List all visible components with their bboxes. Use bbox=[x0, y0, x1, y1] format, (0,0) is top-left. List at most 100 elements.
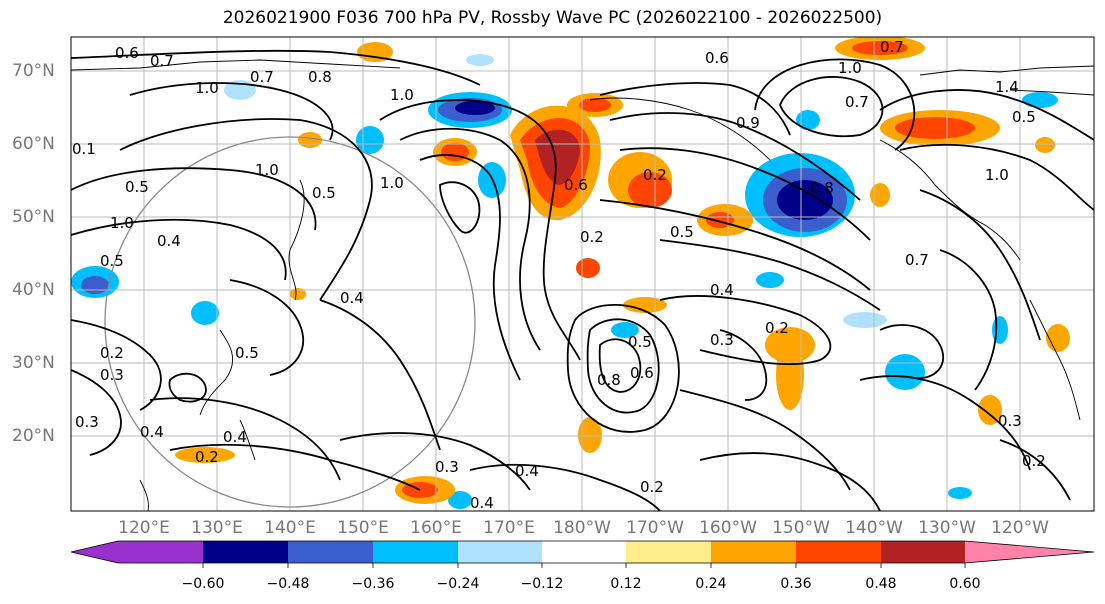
lon-label: 140°E bbox=[264, 518, 316, 538]
contour-label: 0.7 bbox=[905, 251, 929, 269]
lon-label: 130°E bbox=[191, 518, 243, 538]
contour-label: 0.1 bbox=[72, 140, 96, 158]
contour-label: 0.3 bbox=[100, 366, 124, 384]
map-panel: 0.6 0.7 0.7 0.8 1.0 1.0 1.0 0.7 0.6 0.7 … bbox=[71, 37, 1094, 512]
colorbar-segment bbox=[373, 541, 458, 563]
contour-label: 0.4 bbox=[223, 428, 247, 446]
contour-label: 0.6 bbox=[630, 364, 654, 382]
contour-label: 0.2 bbox=[643, 166, 667, 184]
lon-label: 150°W bbox=[772, 518, 830, 538]
contour-label: 0.8 bbox=[308, 68, 332, 86]
contour-label: 0.5 bbox=[235, 344, 259, 362]
contour-label: 0.4 bbox=[140, 423, 164, 441]
colorbar-segment bbox=[711, 541, 796, 563]
contour-label: 0.3 bbox=[998, 412, 1022, 430]
contour-label: 0.7 bbox=[150, 52, 174, 70]
coastlines bbox=[71, 59, 1094, 511]
lon-label: 170°W bbox=[626, 518, 684, 538]
map-title: 2026021900 F036 700 hPa PV, Rossby Wave … bbox=[222, 8, 883, 28]
contour-label: 0.7 bbox=[880, 38, 904, 56]
lon-label: 160°W bbox=[699, 518, 757, 538]
contour-label: 0.9 bbox=[736, 114, 760, 132]
positive-anomalies bbox=[175, 37, 1070, 504]
colorbar-segment bbox=[881, 541, 965, 563]
contour-label: 0.2 bbox=[100, 344, 124, 362]
contour-label: 0.5 bbox=[628, 333, 652, 351]
colorbar-segment bbox=[626, 541, 711, 563]
pv-contours bbox=[71, 49, 1094, 511]
colorbar bbox=[70, 540, 1095, 568]
lat-label: 40°N bbox=[12, 280, 55, 300]
contour-label: 0.2 bbox=[640, 478, 664, 496]
contour-label: 0.3 bbox=[75, 413, 99, 431]
contour-label: 1.0 bbox=[110, 214, 134, 232]
contour-label: 1.0 bbox=[195, 79, 219, 97]
lon-label: 140°W bbox=[845, 518, 903, 538]
lat-label: 20°N bbox=[12, 426, 55, 446]
lon-label: 120°W bbox=[991, 518, 1049, 538]
colorbar-segment bbox=[542, 541, 626, 563]
colorbar-segment bbox=[118, 541, 203, 563]
contour-label: 0.4 bbox=[157, 232, 181, 250]
reference-circle bbox=[104, 136, 476, 508]
contour-label: 0.3 bbox=[435, 458, 459, 476]
lon-label: 120°E bbox=[118, 518, 170, 538]
contour-label: 0.6 bbox=[564, 176, 588, 194]
colorbar-tick-label: −0.12 bbox=[520, 576, 564, 592]
colorbar-extend-left bbox=[71, 541, 118, 563]
colorbar-tick-label: −0.36 bbox=[351, 576, 395, 592]
contour-label: 1.0 bbox=[380, 174, 404, 192]
contour-label: 0.4 bbox=[515, 462, 539, 480]
colorbar-tick-label: 0.36 bbox=[780, 576, 812, 592]
contour-label: 0.5 bbox=[125, 178, 149, 196]
lon-label: 150°E bbox=[337, 518, 389, 538]
contour-label: 0.4 bbox=[340, 289, 364, 307]
contour-label: 0.6 bbox=[705, 49, 729, 67]
contour-label: 0.5 bbox=[312, 184, 336, 202]
contour-label: 0.8 bbox=[597, 371, 621, 389]
contour-labels-extra: 0.2 0.4 0.3 0.4 0.5 bbox=[195, 344, 494, 512]
contour-label: 1.0 bbox=[255, 161, 279, 179]
colorbar-segment bbox=[203, 541, 288, 563]
contour-label: 0.4 bbox=[710, 281, 734, 299]
lat-label: 30°N bbox=[12, 353, 55, 373]
lon-label: 130°W bbox=[918, 518, 976, 538]
colorbar-tick-label: 0.24 bbox=[695, 576, 727, 592]
contour-label: 1.4 bbox=[995, 78, 1019, 96]
contour-label: 0.5 bbox=[670, 223, 694, 241]
lon-label: 180°W bbox=[553, 518, 611, 538]
lon-label: 170°E bbox=[483, 518, 535, 538]
contour-label: 0.7 bbox=[250, 68, 274, 86]
contour-label: 0.2 bbox=[1022, 452, 1046, 470]
contour-label: 1.0 bbox=[985, 166, 1009, 184]
colorbar-tick-label: 0.12 bbox=[610, 576, 642, 592]
lat-label: 60°N bbox=[12, 134, 55, 154]
contour-labels: 0.6 0.7 0.7 0.8 1.0 1.0 1.0 0.7 0.6 0.7 … bbox=[72, 38, 1046, 496]
colorbar-segment bbox=[288, 541, 373, 563]
colorbar-tick-label: 0.60 bbox=[949, 576, 981, 592]
colorbar-tick-label: −0.48 bbox=[266, 576, 310, 592]
colorbar-segment bbox=[458, 541, 542, 563]
contour-label: 0.5 bbox=[1012, 108, 1036, 126]
map-frame bbox=[70, 36, 1095, 512]
colorbar-tick-label: −0.24 bbox=[436, 576, 480, 592]
colorbar-tick-label: −0.60 bbox=[181, 576, 225, 592]
contour-label: 0.2 bbox=[580, 228, 604, 246]
contour-label: 1.0 bbox=[390, 86, 414, 104]
colorbar-tick-label: 0.48 bbox=[865, 576, 897, 592]
colorbar-extend-right bbox=[965, 541, 1094, 563]
lon-label: 160°E bbox=[410, 518, 462, 538]
contour-label: 1.0 bbox=[838, 59, 862, 77]
contour-label: 0.4 bbox=[470, 494, 494, 512]
contour-label: 0.2 bbox=[765, 319, 789, 337]
contour-label: 0.3 bbox=[710, 331, 734, 349]
contour-label: 0.7 bbox=[845, 93, 869, 111]
lat-label: 50°N bbox=[12, 207, 55, 227]
lat-label: 70°N bbox=[12, 61, 55, 81]
graticule bbox=[71, 37, 1094, 511]
contour-label: 0.6 bbox=[115, 44, 139, 62]
contour-label: 0.2 bbox=[195, 448, 219, 466]
colorbar-segment bbox=[796, 541, 881, 563]
contour-label: 0.8 bbox=[810, 179, 834, 197]
